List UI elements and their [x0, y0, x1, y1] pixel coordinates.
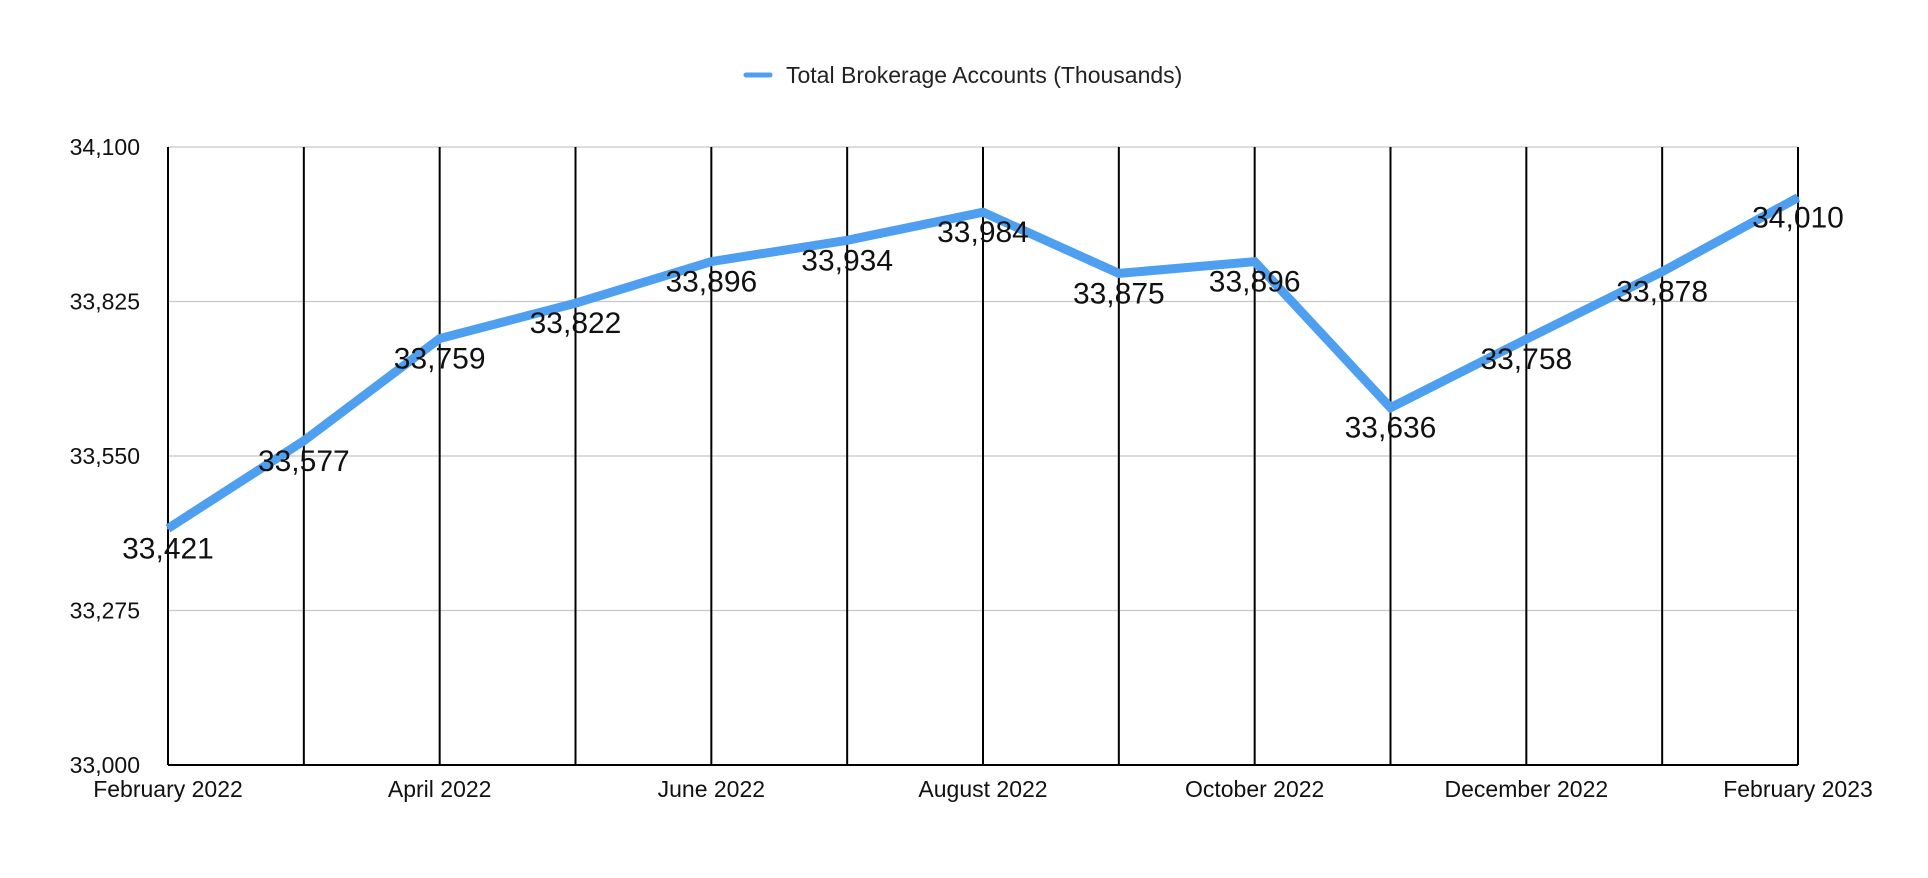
x-tick-label: April 2022 — [388, 776, 492, 802]
data-label: 33,822 — [530, 307, 622, 340]
y-tick-label: 33,550 — [70, 443, 140, 469]
data-point — [302, 439, 305, 442]
y-tick-label: 33,825 — [70, 289, 140, 315]
data-point — [1797, 196, 1799, 199]
data-point — [574, 302, 577, 305]
legend: Total Brokerage Accounts (Thousands) — [743, 62, 1182, 88]
y-tick-label: 33,275 — [70, 598, 140, 624]
data-point — [846, 239, 849, 242]
data-point — [1525, 338, 1528, 341]
x-tick-label: February 2022 — [93, 776, 243, 802]
x-axis-tick-labels: February 2022 April 2022 June 2022 August 2… — [93, 776, 1873, 802]
y-tick-label: 34,100 — [70, 134, 140, 160]
axes — [167, 147, 1798, 766]
data-label: 33,421 — [122, 532, 214, 565]
x-tick-label: December 2022 — [1445, 776, 1609, 802]
data-point — [1253, 260, 1256, 263]
x-tick-label: June 2022 — [658, 776, 765, 802]
data-point — [438, 337, 441, 340]
data-point — [982, 211, 984, 214]
series-line — [165, 193, 1801, 533]
data-label: 33,878 — [1616, 276, 1708, 309]
y-tick-label: 33,000 — [70, 752, 140, 778]
data-label: 33,896 — [665, 266, 757, 299]
data-point — [1389, 406, 1392, 409]
vertical-gridlines — [302, 147, 1799, 765]
data-label: 33,896 — [1209, 266, 1301, 299]
data-label: 33,758 — [1480, 343, 1572, 376]
x-tick-label: February 2023 — [1723, 776, 1873, 802]
data-label: 33,875 — [1073, 277, 1165, 310]
data-point — [167, 527, 169, 530]
data-label: 33,984 — [937, 216, 1029, 249]
data-point — [1117, 272, 1120, 275]
x-tick-label: August 2022 — [918, 776, 1047, 802]
data-label: 33,759 — [394, 343, 486, 376]
legend-label: Total Brokerage Accounts (Thousands) — [786, 62, 1182, 88]
data-label: 33,636 — [1345, 412, 1437, 445]
data-point — [710, 260, 713, 263]
data-labels: 33,421 33,577 33,759 33,822 33,896 33,934 33,9… — [122, 202, 1844, 566]
data-label: 33,934 — [801, 244, 893, 277]
data-point — [1661, 270, 1664, 273]
data-label: 33,577 — [258, 445, 350, 478]
x-tick-label: October 2022 — [1185, 776, 1324, 802]
data-label: 34,010 — [1752, 202, 1844, 235]
y-axis-tick-labels: 33,000 33,275 33,550 33,825 34,100 — [70, 134, 140, 778]
